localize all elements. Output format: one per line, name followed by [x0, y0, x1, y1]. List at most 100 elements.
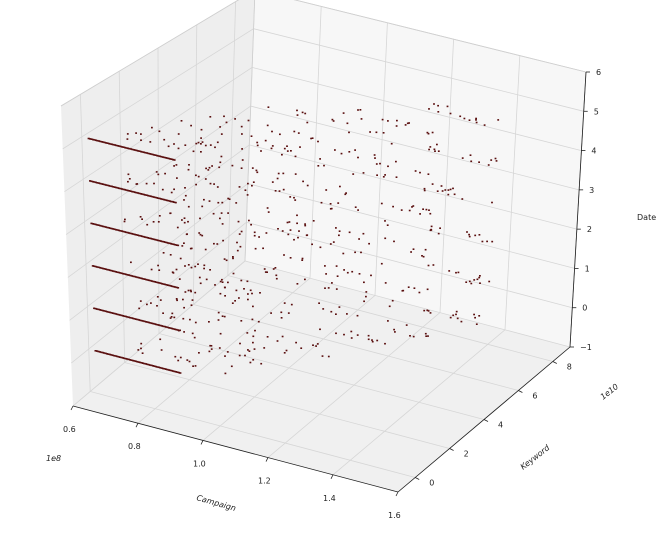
- data-point: [143, 320, 146, 323]
- data-point: [312, 220, 315, 222]
- data-point: [363, 300, 365, 303]
- data-point: [131, 359, 135, 362]
- data-point: [129, 190, 132, 192]
- data-point: [189, 289, 192, 292]
- data-point: [240, 167, 243, 169]
- data-point: [140, 347, 142, 350]
- data-point: [139, 235, 142, 237]
- data-point: [213, 242, 215, 245]
- data-point: [354, 251, 356, 254]
- data-point: [179, 356, 182, 359]
- data-point: [227, 197, 230, 200]
- data-point: [357, 109, 359, 111]
- data-point: [91, 223, 94, 225]
- data-point: [390, 142, 393, 145]
- data-point: [197, 175, 200, 178]
- data-point: [371, 339, 373, 341]
- data-point: [296, 283, 299, 285]
- data-point: [122, 146, 125, 148]
- data-point: [149, 279, 152, 282]
- data-point: [183, 199, 185, 201]
- data-point: [131, 148, 134, 151]
- data-point: [246, 332, 249, 334]
- data-point: [139, 277, 142, 279]
- data-point: [144, 194, 147, 196]
- data-point: [431, 131, 434, 134]
- data-point: [108, 142, 111, 145]
- data-point: [143, 236, 147, 238]
- data-point: [289, 196, 292, 198]
- data-point: [274, 190, 277, 192]
- data-point: [211, 165, 213, 167]
- data-point: [384, 237, 387, 240]
- data-point: [111, 354, 114, 357]
- data-point: [488, 280, 491, 283]
- data-point: [293, 196, 295, 199]
- data-point: [198, 232, 201, 234]
- data-point: [91, 180, 95, 183]
- data-point: [304, 224, 307, 227]
- data-point: [106, 268, 109, 271]
- data-point: [174, 244, 177, 246]
- data-point: [460, 320, 463, 323]
- data-point: [260, 362, 263, 365]
- y-tick-mark: [415, 477, 420, 480]
- data-point: [283, 352, 286, 354]
- data-point: [342, 252, 345, 255]
- data-point: [132, 275, 135, 278]
- data-point: [363, 281, 365, 284]
- data-point: [210, 345, 213, 347]
- z-tick-label: −1: [580, 343, 592, 352]
- data-point: [423, 189, 426, 192]
- data-point: [244, 354, 246, 357]
- data-point: [265, 232, 268, 234]
- data-point: [198, 276, 201, 279]
- data-point: [166, 326, 169, 329]
- data-point: [134, 149, 137, 151]
- data-point: [375, 163, 378, 165]
- axis-panes: [61, 0, 586, 492]
- data-point: [154, 154, 157, 156]
- data-point: [248, 219, 250, 222]
- data-point: [190, 290, 192, 293]
- data-point: [306, 184, 309, 187]
- data-point: [427, 310, 430, 312]
- y-tick-label: 8: [567, 363, 572, 372]
- data-point: [437, 104, 439, 107]
- data-point: [408, 209, 411, 212]
- data-point: [219, 217, 221, 220]
- data-point: [158, 282, 161, 284]
- data-point: [329, 243, 332, 245]
- data-point: [127, 358, 130, 361]
- data-point: [181, 245, 184, 247]
- z-tick-label: 0: [582, 304, 587, 313]
- data-point: [231, 164, 234, 167]
- data-point: [360, 118, 363, 120]
- data-point: [200, 143, 202, 145]
- data-point: [348, 131, 350, 134]
- data-point: [405, 324, 408, 326]
- data-point: [187, 289, 190, 292]
- data-point: [136, 318, 139, 321]
- data-point: [352, 173, 355, 175]
- data-point: [276, 340, 279, 342]
- data-point: [121, 357, 124, 359]
- data-point: [286, 150, 289, 152]
- data-point: [286, 145, 288, 147]
- data-point: [281, 335, 284, 338]
- data-point: [427, 132, 430, 135]
- data-point: [428, 108, 430, 110]
- data-point: [130, 232, 134, 235]
- data-point: [153, 323, 156, 325]
- data-point: [133, 275, 136, 278]
- data-point: [99, 224, 102, 227]
- data-point: [169, 369, 172, 372]
- data-point: [191, 332, 194, 335]
- data-point: [167, 157, 170, 160]
- data-point: [167, 199, 170, 202]
- data-point: [207, 169, 210, 171]
- data-point: [257, 320, 260, 323]
- data-point: [239, 245, 242, 248]
- data-point: [384, 174, 386, 176]
- data-point: [296, 222, 298, 225]
